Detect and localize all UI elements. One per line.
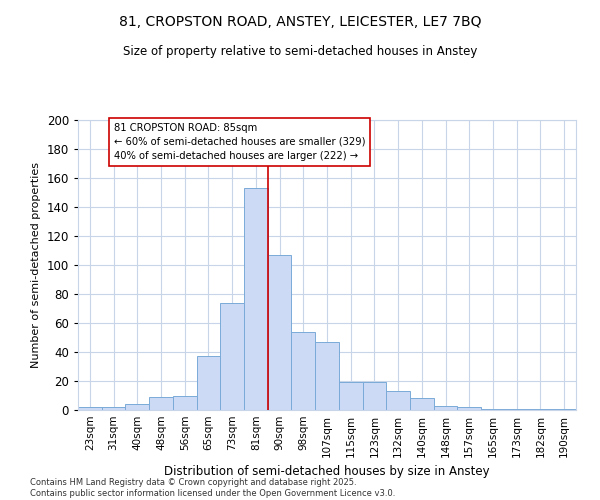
Text: 81 CROPSTON ROAD: 85sqm
← 60% of semi-detached houses are smaller (329)
40% of s: 81 CROPSTON ROAD: 85sqm ← 60% of semi-de… (113, 123, 365, 161)
Bar (173, 396, 197, 410)
Bar (125, 404, 149, 410)
Bar (315, 342, 339, 410)
Bar (244, 188, 268, 410)
Bar (552, 408, 576, 410)
Bar (149, 397, 173, 410)
Y-axis label: Number of semi-detached properties: Number of semi-detached properties (31, 162, 41, 368)
Text: 81, CROPSTON ROAD, ANSTEY, LEICESTER, LE7 7BQ: 81, CROPSTON ROAD, ANSTEY, LEICESTER, LE… (119, 15, 481, 29)
Bar (410, 398, 434, 410)
Bar (339, 382, 362, 410)
Bar (102, 407, 125, 410)
X-axis label: Distribution of semi-detached houses by size in Anstey: Distribution of semi-detached houses by … (164, 466, 490, 478)
Bar (78, 407, 102, 410)
Bar (434, 406, 457, 410)
Text: Size of property relative to semi-detached houses in Anstey: Size of property relative to semi-detach… (123, 45, 477, 58)
Bar (220, 302, 244, 410)
Bar (197, 356, 220, 410)
Bar (292, 332, 315, 410)
Bar (386, 391, 410, 410)
Bar (481, 408, 505, 410)
Text: Contains HM Land Registry data © Crown copyright and database right 2025.
Contai: Contains HM Land Registry data © Crown c… (30, 478, 395, 498)
Bar (505, 408, 529, 410)
Bar (529, 408, 552, 410)
Bar (362, 382, 386, 410)
Bar (268, 255, 292, 410)
Bar (457, 407, 481, 410)
